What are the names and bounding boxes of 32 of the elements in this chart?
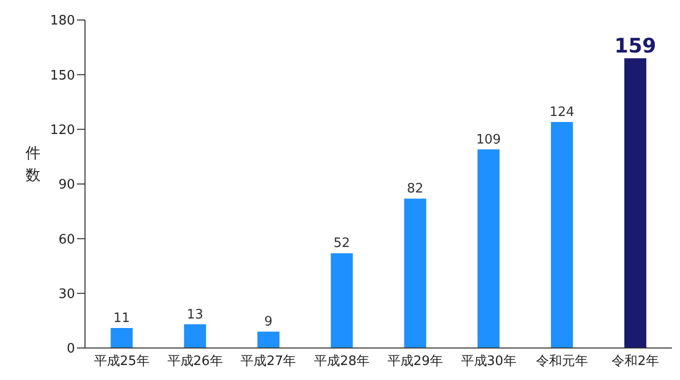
x-tick-label: 平成27年	[240, 354, 296, 370]
x-tick-label: 平成30年	[460, 354, 516, 370]
bar	[550, 122, 573, 348]
bar	[110, 328, 133, 348]
data-label: 109	[476, 132, 501, 148]
data-label: 13	[186, 307, 204, 322]
x-tick-label: 平成26年	[167, 354, 223, 370]
x-tick-label: 令和2年	[612, 354, 659, 370]
bar	[257, 332, 280, 348]
x-tick-label: 平成28年	[314, 354, 370, 370]
bar	[404, 198, 426, 348]
y-tick-label: 60	[58, 232, 75, 248]
y-tick-label: 150	[50, 68, 75, 84]
bar	[478, 149, 500, 348]
data-label: 52	[334, 236, 350, 252]
data-label: 124	[550, 105, 574, 120]
x-tick-label: 平成29年	[387, 354, 443, 370]
y-tick-label: 90	[58, 178, 75, 193]
data-label: 159	[614, 33, 656, 58]
x-tick-label: 平成25年	[94, 354, 150, 370]
y-tick-label: 120	[50, 122, 75, 138]
bar	[624, 58, 646, 348]
y-tick-label: 180	[50, 14, 75, 29]
y-tick-label: 30	[58, 286, 75, 302]
bar	[184, 324, 206, 348]
y-tick-label: 0	[66, 342, 75, 357]
bar	[330, 253, 353, 348]
x-tick-label: 令和元年	[536, 354, 588, 370]
data-label: 9	[264, 314, 273, 330]
data-label: 11	[113, 310, 130, 326]
data-label: 82	[406, 182, 424, 197]
y-axis-title: 件数	[26, 144, 40, 184]
